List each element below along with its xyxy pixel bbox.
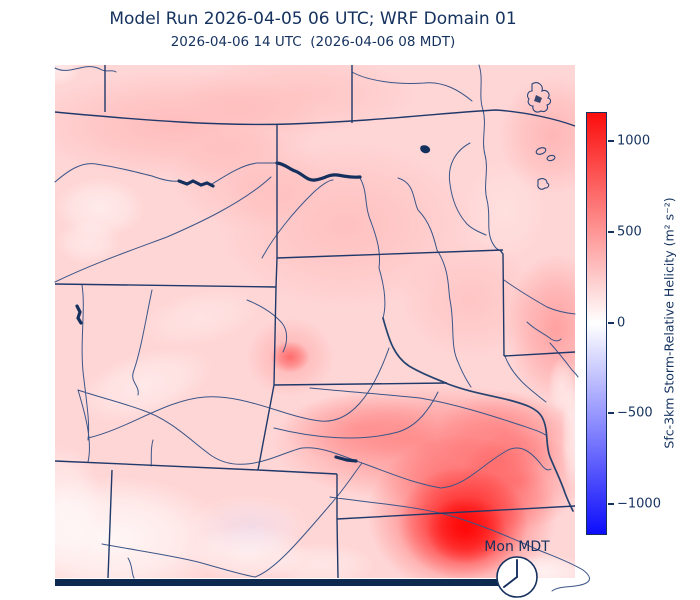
bottom-scale-bar bbox=[55, 579, 517, 586]
reservoir-lakes bbox=[75, 161, 362, 463]
small-lakes bbox=[420, 82, 556, 190]
colorbar-tick-label: 500 bbox=[617, 224, 642, 240]
colorbar-tick bbox=[608, 503, 614, 505]
state-borders bbox=[54, 65, 576, 579]
clock-label: Mon MDT bbox=[484, 539, 550, 555]
river-lines bbox=[54, 64, 590, 592]
colorbar-tick-label: −1000 bbox=[617, 496, 661, 512]
colorbar-tick-label: −500 bbox=[617, 405, 653, 421]
clock-icon bbox=[496, 556, 538, 598]
colorbar-tick-label: 1000 bbox=[617, 133, 651, 149]
colorbar-tick bbox=[608, 412, 614, 414]
colorbar-tick bbox=[608, 231, 614, 233]
colorbar-tick bbox=[608, 140, 614, 142]
page-title: Model Run 2026-04-05 06 UTC; WRF Domain … bbox=[109, 9, 517, 29]
colorbar-axis-label: Sfc-3km Storm-Relative Helicity (m² s⁻²) bbox=[661, 197, 677, 449]
colorbar-tick-label: 0 bbox=[617, 315, 626, 331]
colorbar bbox=[586, 112, 607, 535]
missouri-river bbox=[382, 317, 574, 512]
helicity-field bbox=[55, 65, 575, 578]
colorbar-tick bbox=[608, 322, 614, 324]
valid-time-subtitle: 2026-04-06 14 UTC (2026-04-06 08 MDT) bbox=[170, 34, 456, 50]
